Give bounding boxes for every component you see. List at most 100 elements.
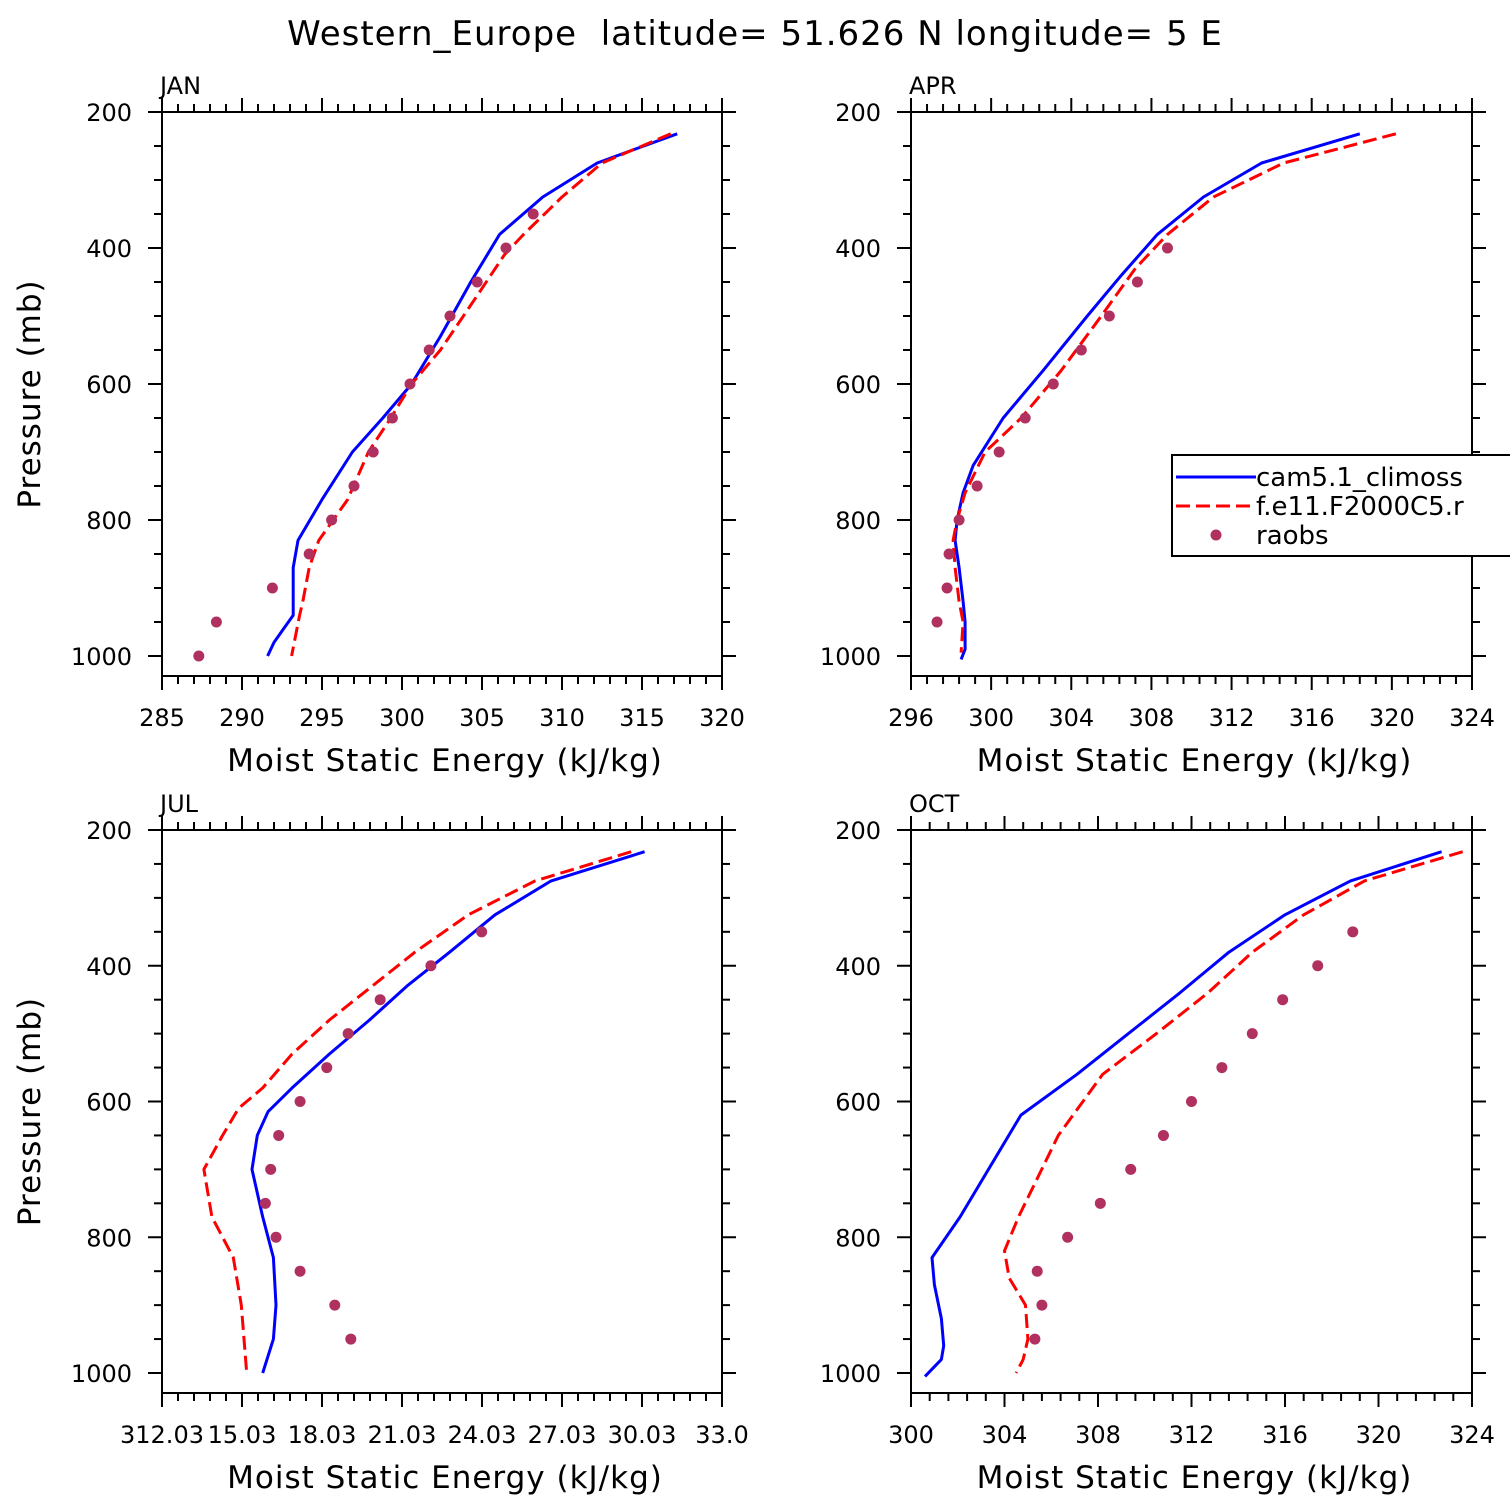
panel-label-jan: JAN <box>158 72 201 100</box>
plot-area-oct <box>923 850 1464 1378</box>
x-tick-label: 316 <box>1289 704 1335 732</box>
y-ticks-jan: 200 400 600 800 1000 <box>71 99 736 671</box>
raobs-point <box>345 1333 357 1345</box>
y-tick-label: 800 <box>86 1224 132 1252</box>
raobs-point <box>326 514 338 526</box>
x-tick-label: 285 <box>139 704 185 732</box>
legend-label: cam5.1_climoss <box>1256 463 1463 493</box>
raobs-point <box>1047 378 1059 390</box>
raobs-point <box>1347 926 1359 938</box>
raobs-point <box>1246 1028 1258 1040</box>
x-tick-label: 296 <box>888 704 934 732</box>
panel-apr: APR 200 400 600 800 1000 296 300 304 308 312 316 320… <box>820 72 1495 779</box>
raobs-point <box>259 1197 271 1209</box>
y-tick-label: 1000 <box>820 1360 881 1388</box>
raobs-point <box>1029 1333 1041 1345</box>
panel-jul: JUL 200 400 600 800 1000 312.03 15.03 18.03 21.03… <box>12 790 749 1496</box>
x-tick-label: 30.03 <box>608 1421 677 1449</box>
raobs-point <box>471 276 483 288</box>
raobs-point <box>210 616 222 628</box>
y-tick-label: 200 <box>86 817 132 845</box>
raobs-point <box>1019 412 1031 424</box>
y-tick-label: 400 <box>86 235 132 263</box>
x-tick-label: 324 <box>1449 1421 1495 1449</box>
x-axis-label-oct: Moist Static Energy (kJ/kg) <box>977 1460 1413 1496</box>
series-raobs-apr <box>931 242 1173 628</box>
raobs-point <box>993 446 1005 458</box>
series-cam5-line-oct <box>923 850 1443 1378</box>
x-tick-label: 316 <box>1262 1421 1308 1449</box>
panels: JAN 200 400 600 800 1000 285 290 295 300 305 310 315… <box>12 72 1495 1496</box>
legend-marker-raobs <box>1210 529 1222 541</box>
x-tick-label: 18.03 <box>288 1421 357 1449</box>
y-tick-label: 1000 <box>71 643 132 671</box>
raobs-point <box>953 514 965 526</box>
y-tick-label: 600 <box>86 371 132 399</box>
raobs-point <box>386 412 398 424</box>
x-tick-label: 324 <box>1449 704 1495 732</box>
panel-jan: JAN 200 400 600 800 1000 285 290 295 300 305 310 315… <box>12 72 745 779</box>
legend-label: raobs <box>1256 521 1329 551</box>
raobs-point <box>266 582 278 594</box>
x-tick-label: 24.03 <box>448 1421 517 1449</box>
raobs-point <box>374 994 386 1006</box>
x-tick-label: 310 <box>539 704 585 732</box>
x-ticks-jan: 285 290 295 300 305 310 315 320 <box>139 98 745 732</box>
x-tick-label: 21.03 <box>368 1421 437 1449</box>
raobs-point <box>500 242 512 254</box>
plot-area-apr <box>931 132 1397 660</box>
panel-label-jul: JUL <box>158 790 199 818</box>
raobs-point <box>425 960 437 972</box>
series-f-e11-line-jan <box>290 132 672 657</box>
raobs-point <box>329 1299 341 1311</box>
raobs-point <box>1131 276 1143 288</box>
plot-frame-jul <box>161 829 723 1394</box>
y-ticks-oct: 200 400 600 800 1000 <box>820 817 1486 1388</box>
y-tick-label: 800 <box>835 1224 881 1252</box>
raobs-point <box>294 1096 306 1107</box>
raobs-point <box>527 208 539 220</box>
y-tick-label: 400 <box>86 953 132 981</box>
legend-label: f.e11.F2000C5.r <box>1256 492 1464 522</box>
plot-area-jan <box>193 132 678 662</box>
raobs-point <box>303 548 315 560</box>
x-tick-label: 304 <box>1048 704 1094 732</box>
raobs-point <box>342 1028 354 1040</box>
y-tick-label: 400 <box>835 953 881 981</box>
raobs-point <box>1157 1129 1169 1141</box>
x-ticks-oct: 300 304 308 312 316 320 324 <box>888 816 1495 1449</box>
y-ticks-apr: 200 400 600 800 1000 <box>820 99 1486 671</box>
x-tick-label: 312 <box>1169 1421 1215 1449</box>
raobs-point <box>1312 960 1324 972</box>
x-tick-label: 290 <box>219 704 265 732</box>
x-tick-label: 308 <box>1075 1421 1121 1449</box>
y-axis-label-jan: Pressure (mb) <box>12 279 48 508</box>
y-tick-label: 600 <box>835 371 881 399</box>
raobs-point <box>1103 310 1115 322</box>
raobs-point <box>1075 344 1087 356</box>
y-tick-label: 200 <box>86 99 132 127</box>
y-tick-label: 200 <box>835 817 881 845</box>
raobs-point <box>1161 242 1173 254</box>
series-cam5-line-jan <box>266 132 678 657</box>
raobs-point <box>270 1231 282 1243</box>
raobs-point <box>348 480 360 492</box>
panel-label-apr: APR <box>909 72 957 100</box>
raobs-point <box>1036 1299 1048 1311</box>
plot-frame-apr <box>910 111 1473 677</box>
x-axis-label-jan: Moist Static Energy (kJ/kg) <box>227 743 663 779</box>
series-cam5-line-apr <box>953 132 1361 660</box>
raobs-point <box>1186 1096 1197 1107</box>
series-f-e11-line-apr <box>951 132 1397 653</box>
raobs-point <box>423 344 435 356</box>
x-ticks-apr: 296 300 304 308 312 316 320 324 <box>888 98 1495 732</box>
y-tick-label: 600 <box>86 1089 132 1117</box>
y-tick-label: 1000 <box>71 1360 132 1388</box>
plot-area-jul <box>202 850 646 1374</box>
x-tick-label: 315 <box>619 704 665 732</box>
x-tick-label: 312 <box>1209 704 1255 732</box>
x-tick-label: 300 <box>968 704 1014 732</box>
x-tick-label: 305 <box>459 704 505 732</box>
x-tick-label: 304 <box>982 1421 1028 1449</box>
series-f-e11-line-jul <box>202 850 632 1374</box>
